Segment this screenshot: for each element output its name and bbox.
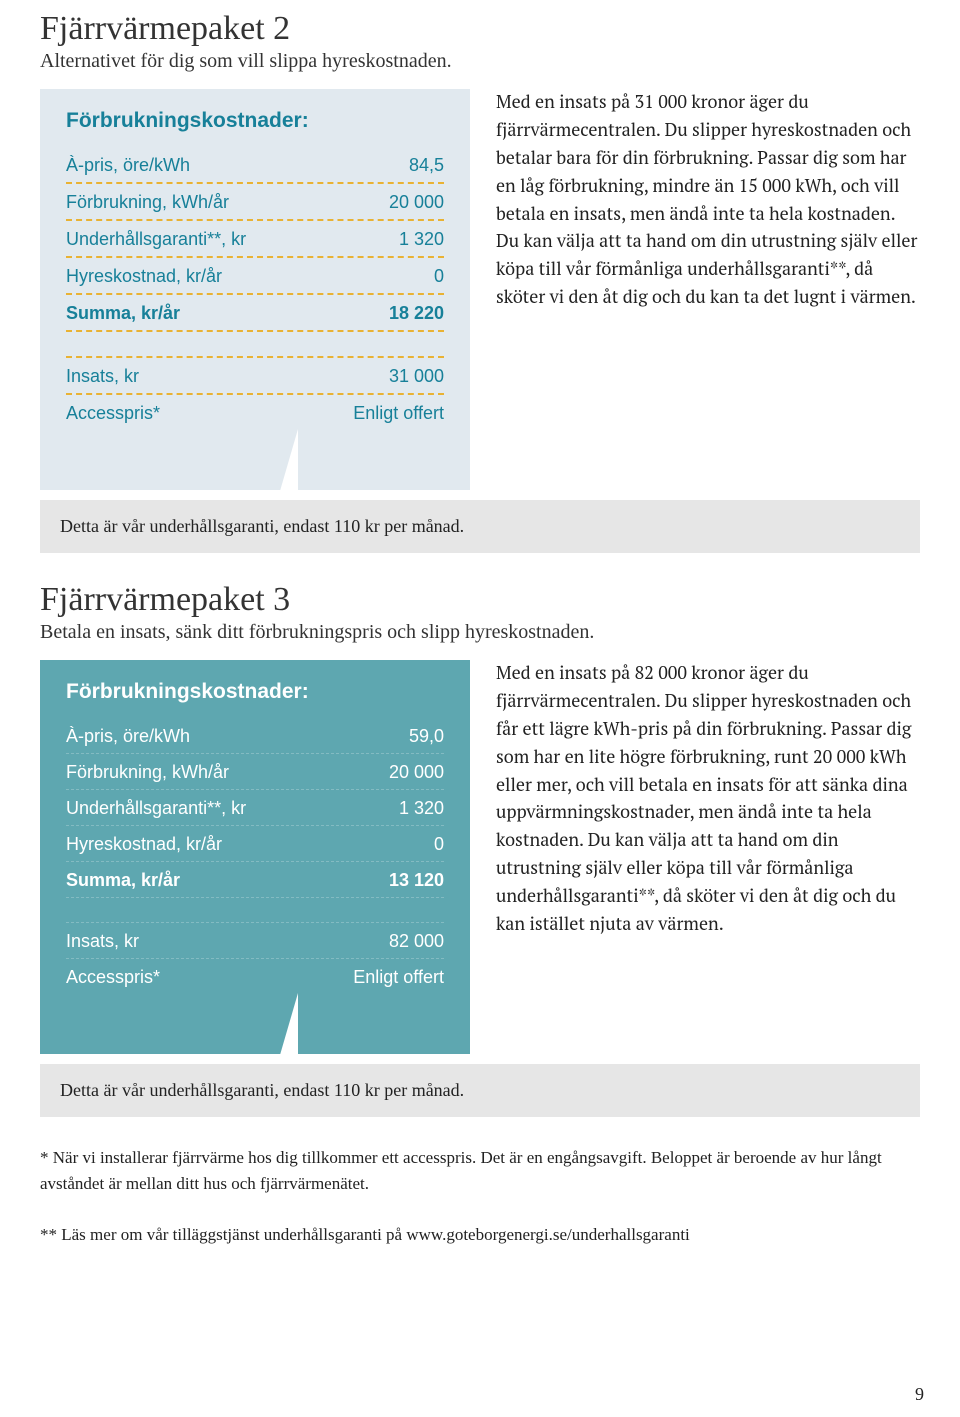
row-label: Summa, kr/år xyxy=(66,870,180,891)
row-label: Hyreskostnad, kr/år xyxy=(66,266,222,287)
row-label: Förbrukning, kWh/år xyxy=(66,762,229,783)
table-row: Förbrukning, kWh/år 20 000 xyxy=(66,184,444,221)
row-label: Insats, kr xyxy=(66,366,139,387)
package3-cost-box: Förbrukningskostnader: À-pris, öre/kWh 5… xyxy=(40,660,470,1054)
package3-note: Detta är vår underhållsgaranti, endast 1… xyxy=(40,1064,920,1117)
footnote-access: * När vi installerar fjärrvärme hos dig … xyxy=(40,1145,920,1198)
table-row: Underhållsgaranti**, kr 1 320 xyxy=(66,221,444,258)
package3-subtitle: Betala en insats, sänk ditt förbruknings… xyxy=(40,621,920,644)
row-label: Accesspris* xyxy=(66,403,160,424)
package2-note: Detta är vår underhållsgaranti, endast 1… xyxy=(40,500,920,553)
package2-title: Fjärrvärmepaket 2 xyxy=(40,10,920,48)
row-label: Insats, kr xyxy=(66,931,139,952)
row-label: Hyreskostnad, kr/år xyxy=(66,834,222,855)
row-label: Underhållsgaranti**, kr xyxy=(66,229,246,250)
table-row-sum: Summa, kr/år 18 220 xyxy=(66,295,444,332)
row-label: Underhållsgaranti**, kr xyxy=(66,798,246,819)
row-value: 82 000 xyxy=(389,931,444,952)
package2-cost-box: Förbrukningskostnader: À-pris, öre/kWh 8… xyxy=(40,89,470,490)
package2-subtitle: Alternativet för dig som vill slippa hyr… xyxy=(40,50,920,73)
package3-box-heading: Förbrukningskostnader: xyxy=(66,680,444,704)
row-value: Enligt offert xyxy=(353,403,444,424)
row-value: 1 320 xyxy=(399,798,444,819)
package3-description: Med en insats på 82 000 kronor äger du f… xyxy=(470,660,920,939)
table-row: Hyreskostnad, kr/år 0 xyxy=(66,258,444,295)
package3-title: Fjärrvärmepaket 3 xyxy=(40,581,920,619)
row-value: 0 xyxy=(434,266,444,287)
table-row: Accesspris* Enligt offert xyxy=(66,959,444,994)
page-number: 9 xyxy=(915,1384,924,1405)
row-value: 1 320 xyxy=(399,229,444,250)
table-row: Hyreskostnad, kr/år 0 xyxy=(66,826,444,862)
table-row: Underhållsgaranti**, kr 1 320 xyxy=(66,790,444,826)
table-row: À-pris, öre/kWh 59,0 xyxy=(66,718,444,754)
row-value: 59,0 xyxy=(409,726,444,747)
package2-box-heading: Förbrukningskostnader: xyxy=(66,109,444,133)
row-value: Enligt offert xyxy=(353,967,444,988)
row-label: Accesspris* xyxy=(66,967,160,988)
row-value: 20 000 xyxy=(389,762,444,783)
callout-pointer-icon xyxy=(280,993,298,1055)
package2-description: Med en insats på 31 000 kronor äger du f… xyxy=(470,89,920,312)
row-value: 31 000 xyxy=(389,366,444,387)
row-label: À-pris, öre/kWh xyxy=(66,726,190,747)
table-row: À-pris, öre/kWh 84,5 xyxy=(66,147,444,184)
row-value: 20 000 xyxy=(389,192,444,213)
row-value: 18 220 xyxy=(389,303,444,324)
row-label: Summa, kr/år xyxy=(66,303,180,324)
row-label: Förbrukning, kWh/år xyxy=(66,192,229,213)
table-row: Förbrukning, kWh/år 20 000 xyxy=(66,754,444,790)
table-row: Accesspris* Enligt offert xyxy=(66,395,444,430)
row-value: 0 xyxy=(434,834,444,855)
package2-section: Förbrukningskostnader: À-pris, öre/kWh 8… xyxy=(40,89,920,490)
table-row-sum: Summa, kr/år 13 120 xyxy=(66,862,444,898)
table-row: Insats, kr 82 000 xyxy=(66,922,444,959)
package3-section: Förbrukningskostnader: À-pris, öre/kWh 5… xyxy=(40,660,920,1054)
table-row: Insats, kr 31 000 xyxy=(66,356,444,395)
callout-pointer-icon xyxy=(280,429,298,491)
row-value: 84,5 xyxy=(409,155,444,176)
page: Fjärrvärmepaket 2 Alternativet för dig s… xyxy=(0,0,960,1417)
row-value: 13 120 xyxy=(389,870,444,891)
row-label: À-pris, öre/kWh xyxy=(66,155,190,176)
footnote-warranty: ** Läs mer om vår tilläggstjänst underhå… xyxy=(40,1222,920,1248)
